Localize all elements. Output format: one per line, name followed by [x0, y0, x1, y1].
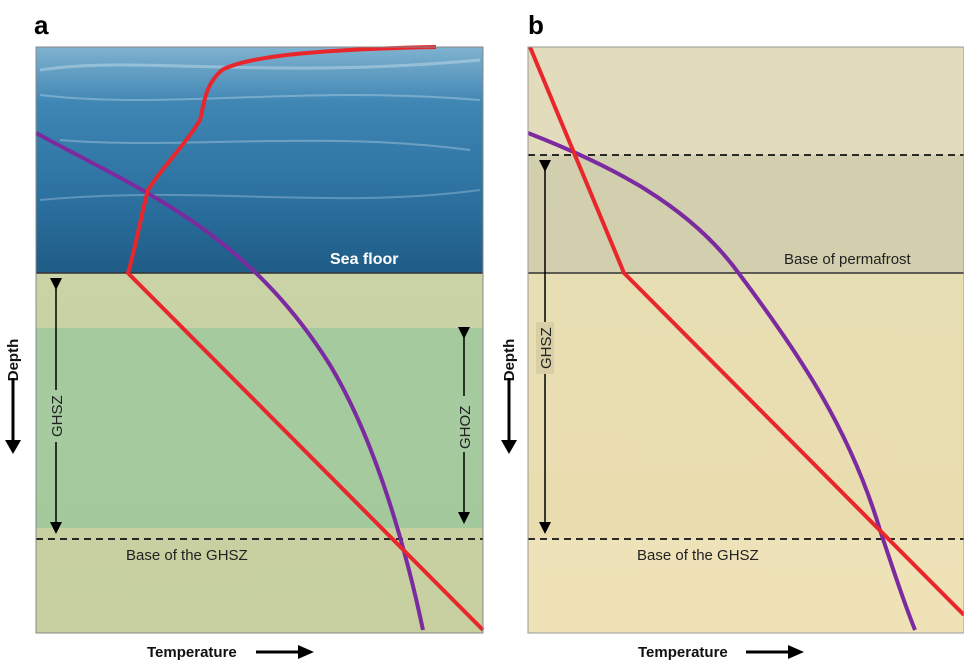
ghoz-label-bg	[455, 396, 473, 452]
permafrost-sediment	[528, 47, 964, 633]
stability-curve-a	[35, 131, 425, 631]
permafrost-layer	[528, 47, 964, 273]
panel-a: a Sea floor Base of the GHSZ GHSZ GHOZ	[34, 10, 485, 634]
temperature-label-b: Temperature	[638, 644, 728, 660]
temperature-curve-b	[528, 46, 964, 617]
temperature-curve-a	[125, 45, 485, 632]
depth-label-b: Depth	[501, 339, 518, 382]
temperature-label-a: Temperature	[147, 644, 237, 660]
ghoz-band	[36, 328, 483, 528]
stability-curve-b	[527, 131, 917, 631]
panel-a-letter: a	[34, 10, 49, 40]
permafrost-base-label: Base of permafrost	[784, 251, 912, 268]
ghsz-sediment-band	[528, 273, 964, 539]
water-texture	[39, 58, 481, 201]
depth-arrowhead-a	[5, 440, 21, 454]
sea-floor-label: Sea floor	[330, 251, 398, 268]
depth-arrowhead-b	[501, 440, 517, 454]
base-ghsz-label-b: Base of the GHSZ	[637, 547, 759, 564]
panel-b: b Base of permafrost Base of the GHSZ GH…	[527, 10, 964, 634]
temperature-arrowhead-a	[298, 645, 314, 659]
ghsz-label-bg-b	[536, 322, 554, 374]
panel-a-frame	[35, 46, 484, 634]
ghsz-label: GHSZ	[49, 395, 66, 437]
ghsz-label-bg	[47, 390, 65, 442]
ghoz-label: GHOZ	[457, 406, 474, 449]
base-ghsz-label: Base of the GHSZ	[126, 547, 248, 564]
panel-b-letter: b	[528, 10, 544, 40]
panel-b-frame	[527, 46, 964, 634]
ghsz-label-b: GHSZ	[538, 327, 555, 369]
water-column	[36, 47, 483, 273]
depth-label-a: Depth	[5, 339, 22, 382]
temperature-arrowhead-b	[788, 645, 804, 659]
